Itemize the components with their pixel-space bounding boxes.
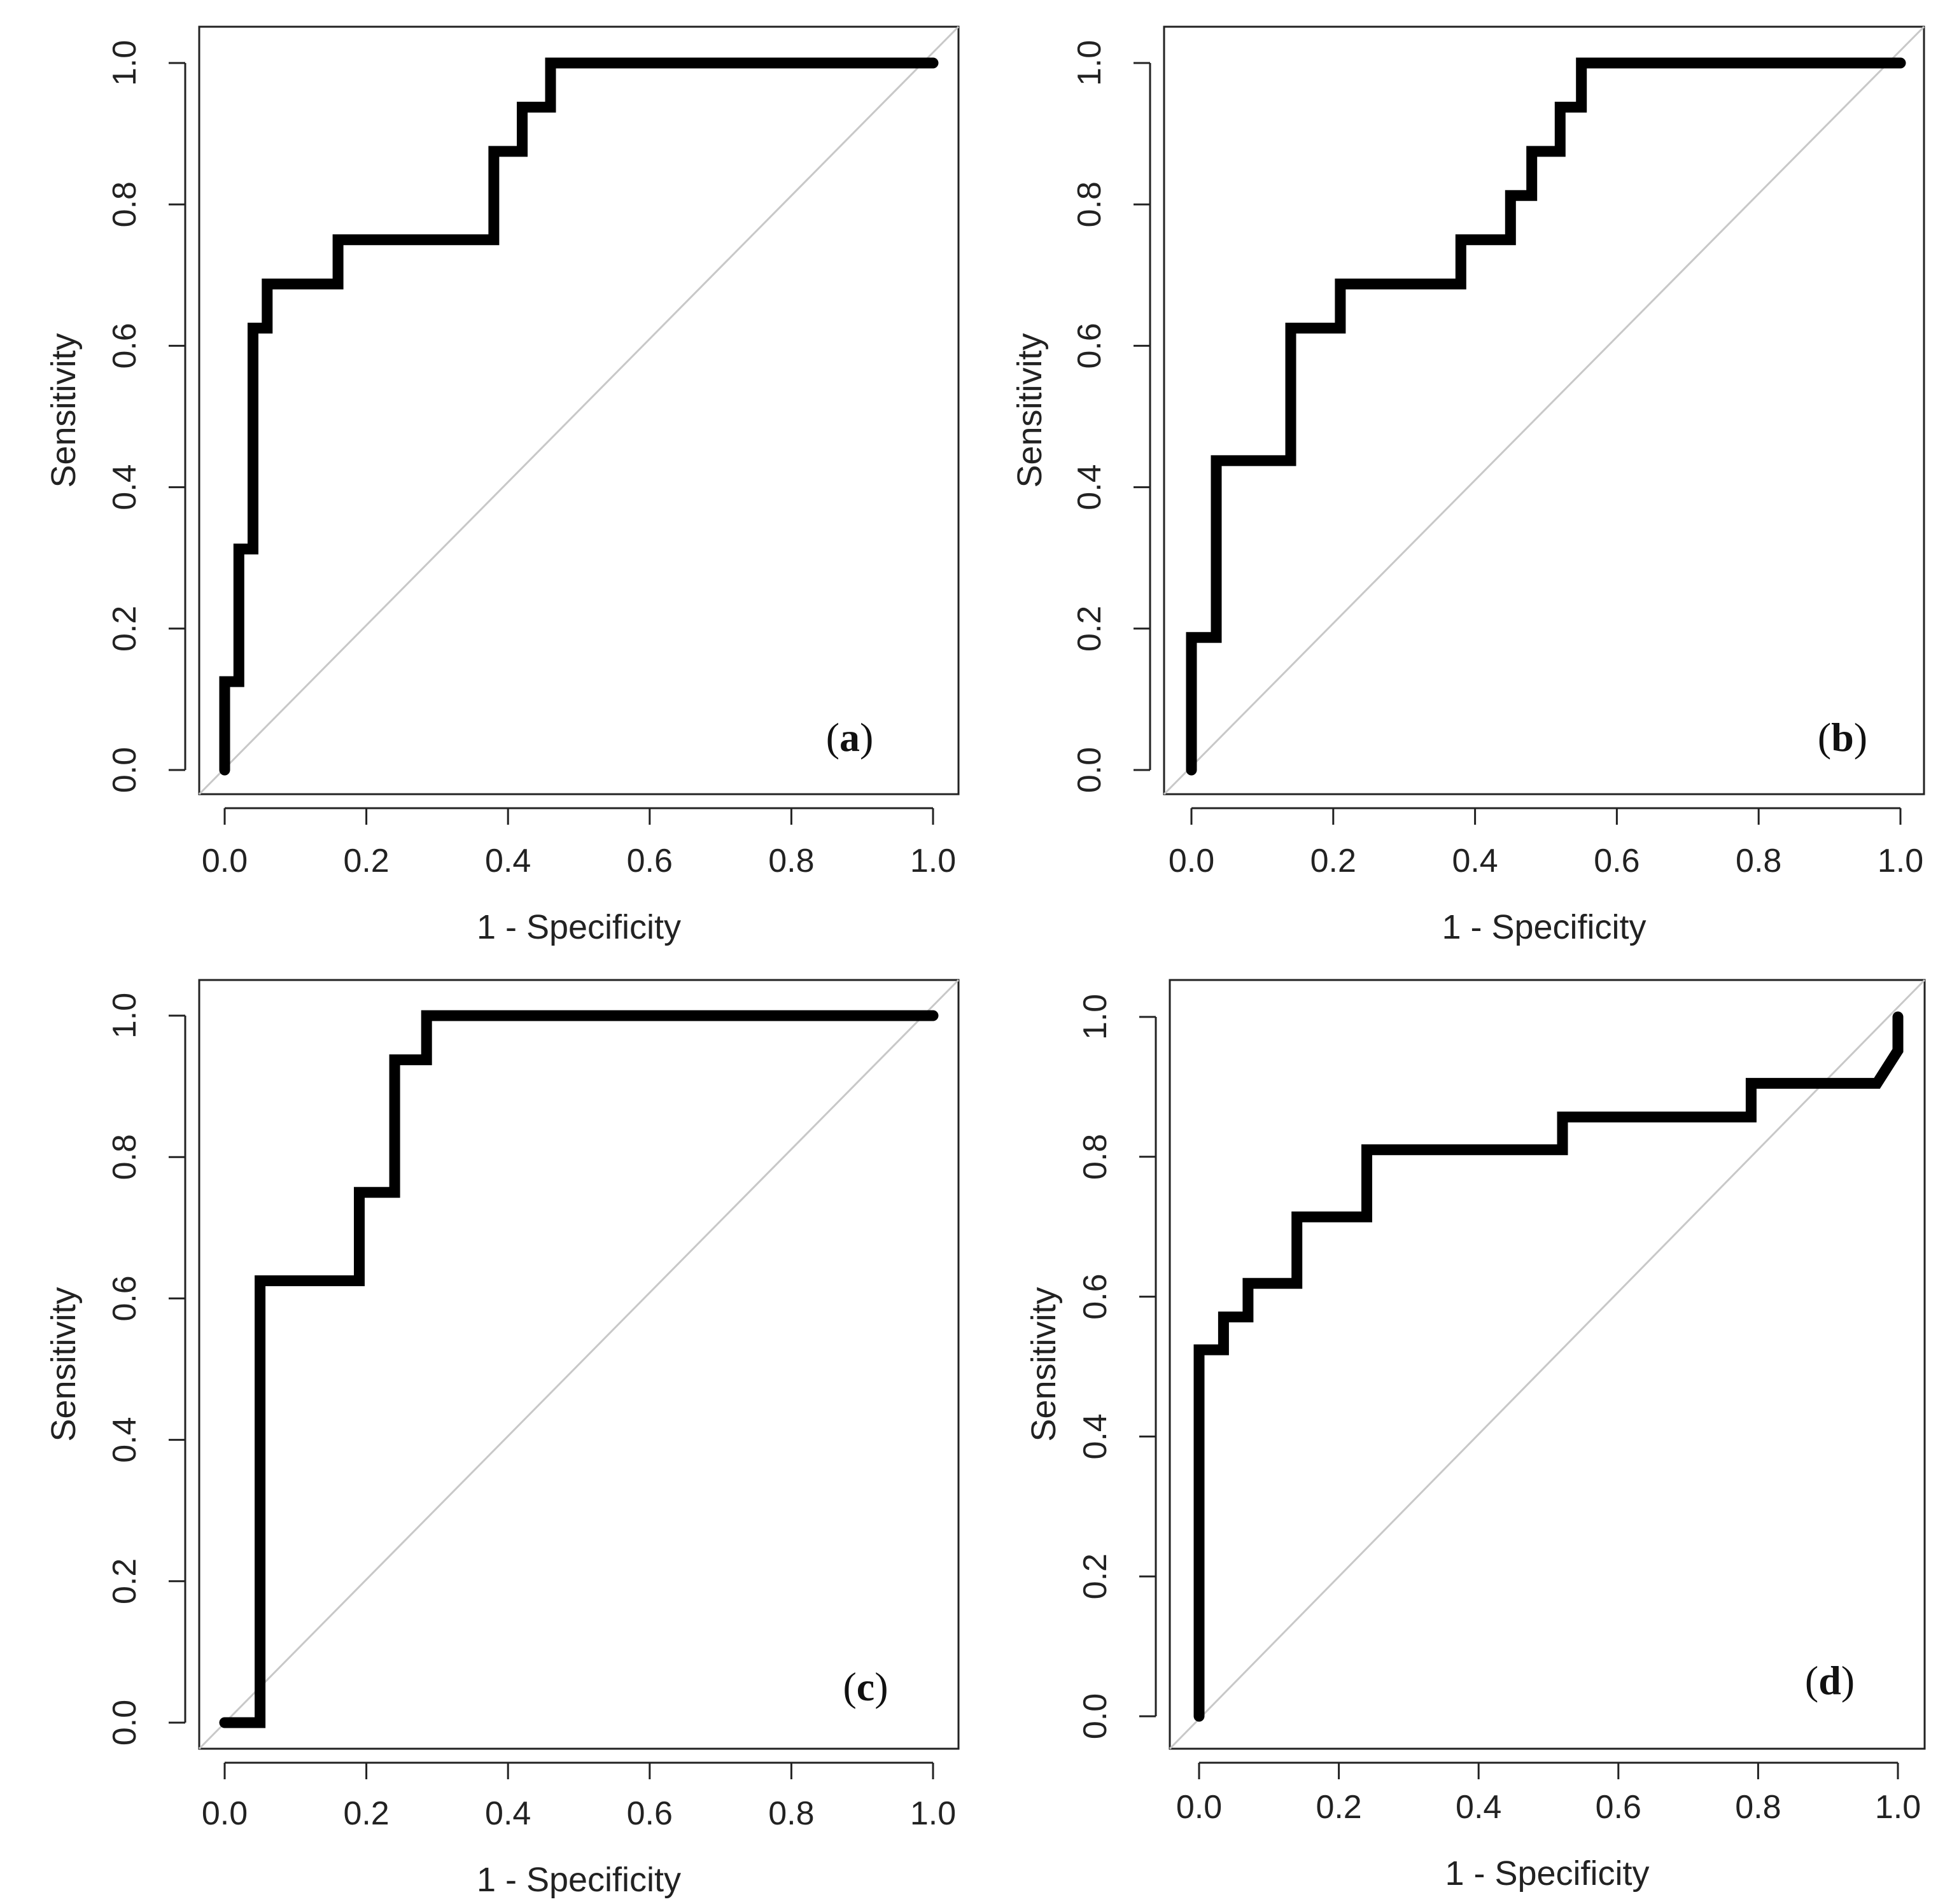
roc-panel-b: 0.0 0.2 0.4 0.6 0.8 1.0 0.0 0.2 0.4 0.6 0.8 1.0 1 - … — [1011, 25, 1925, 946]
y-tick-label: 0.8 — [1071, 181, 1108, 227]
x-tick-label: 0.8 — [768, 1795, 814, 1832]
x-tick-label: 0.6 — [627, 843, 673, 879]
y-tick-label: 0.2 — [1071, 606, 1108, 652]
roc-panel-a: 0.0 0.2 0.4 0.6 0.8 1.0 0.0 0.2 0.4 0.6 0.8 1.0 1 - … — [45, 25, 960, 946]
reference-diagonal-line — [1163, 25, 1925, 795]
y-tick-label: 0.4 — [106, 464, 143, 510]
x-tick-label: 0.2 — [1316, 1789, 1361, 1826]
x-tick-label: 0.4 — [485, 1795, 531, 1832]
x-tick-label: 0.0 — [202, 843, 248, 879]
x-tick-label: 1.0 — [1878, 843, 1923, 879]
y-tick-label: 0.4 — [1071, 464, 1108, 510]
x-tick-label: 0.0 — [1169, 843, 1214, 879]
y-tick-label: 0.2 — [106, 1558, 143, 1604]
x-tick-label: 0.6 — [627, 1795, 673, 1832]
y-tick-label: 0.4 — [1077, 1413, 1114, 1459]
panel-label: (b) — [1818, 715, 1867, 760]
y-axis-title: Sensitivity — [1011, 333, 1049, 487]
plot-frame — [1163, 25, 1925, 795]
roc-curve-line — [219, 1010, 939, 1728]
x-tick-label: 0.8 — [768, 843, 814, 879]
x-axis-title: 1 - Specificity — [477, 908, 681, 946]
y-tick-label: 0.8 — [106, 1134, 143, 1180]
y-tick-label: 0.8 — [106, 181, 143, 227]
y-tick-label: 0.4 — [106, 1417, 143, 1462]
roc-panel-c: 0.0 0.2 0.4 0.6 0.8 1.0 0.0 0.2 0.4 0.6 0.8 1.0 1 - … — [45, 979, 960, 1899]
y-axis-title: Sensitivity — [45, 333, 83, 487]
y-tick-label: 1.0 — [106, 993, 143, 1039]
x-tick-label: 0.4 — [1452, 843, 1498, 879]
reference-diagonal-line — [198, 25, 960, 795]
x-tick-label: 0.4 — [485, 843, 531, 879]
y-tick-label: 0.6 — [1077, 1273, 1114, 1319]
y-tick-label: 0.0 — [106, 1700, 143, 1746]
y-tick-label: 1.0 — [1077, 994, 1114, 1040]
y-tick-label: 0.0 — [1077, 1693, 1114, 1739]
plot-frame — [198, 979, 960, 1750]
y-tick-label: 0.2 — [1077, 1553, 1114, 1599]
x-tick-label: 1.0 — [910, 1795, 956, 1832]
x-tick-label: 1.0 — [910, 843, 956, 879]
x-tick-label: 0.8 — [1736, 843, 1781, 879]
panel-label: (d) — [1805, 1658, 1855, 1703]
reference-diagonal-line — [1169, 979, 1926, 1750]
y-tick-label: 1.0 — [106, 40, 143, 86]
y-tick-label: 0.6 — [106, 323, 143, 368]
y-tick-label: 0.0 — [106, 747, 143, 793]
y-tick-label: 0.6 — [106, 1275, 143, 1321]
x-tick-label: 1.0 — [1875, 1789, 1921, 1826]
y-tick-label: 0.2 — [106, 606, 143, 652]
panel-label: (c) — [843, 1664, 888, 1709]
y-tick-label: 1.0 — [1071, 40, 1108, 86]
x-tick-label: 0.0 — [202, 1795, 248, 1832]
x-axis-title: 1 - Specificity — [1442, 908, 1646, 946]
x-tick-label: 0.6 — [1594, 843, 1640, 879]
plot-frame — [1169, 979, 1926, 1750]
y-tick-label: 0.6 — [1071, 323, 1108, 368]
roc-curve-line — [1186, 57, 1906, 776]
x-tick-label: 0.8 — [1735, 1789, 1781, 1826]
x-tick-label: 0.0 — [1176, 1789, 1222, 1826]
y-axis-title: Sensitivity — [1025, 1287, 1063, 1441]
x-tick-label: 0.6 — [1596, 1789, 1641, 1826]
roc-panel-d: 0.0 0.2 0.4 0.6 0.8 1.0 0.0 0.2 0.4 0.6 0.8 1.0 1 - … — [1025, 979, 1926, 1893]
x-tick-label: 0.2 — [343, 843, 389, 879]
panel-label: (a) — [826, 715, 874, 760]
x-axis-title: 1 - Specificity — [477, 1861, 681, 1899]
y-axis-title: Sensitivity — [45, 1287, 83, 1441]
x-axis-title: 1 - Specificity — [1445, 1854, 1649, 1893]
x-tick-label: 0.2 — [343, 1795, 389, 1832]
reference-diagonal-line — [198, 979, 960, 1750]
x-tick-label: 0.2 — [1310, 843, 1356, 879]
plot-frame — [198, 25, 960, 795]
roc-curve-line — [1193, 1011, 1904, 1722]
y-tick-label: 0.0 — [1071, 747, 1108, 793]
x-tick-label: 0.4 — [1456, 1789, 1501, 1826]
y-tick-label: 0.8 — [1077, 1134, 1114, 1180]
roc-curve-line — [219, 57, 939, 776]
